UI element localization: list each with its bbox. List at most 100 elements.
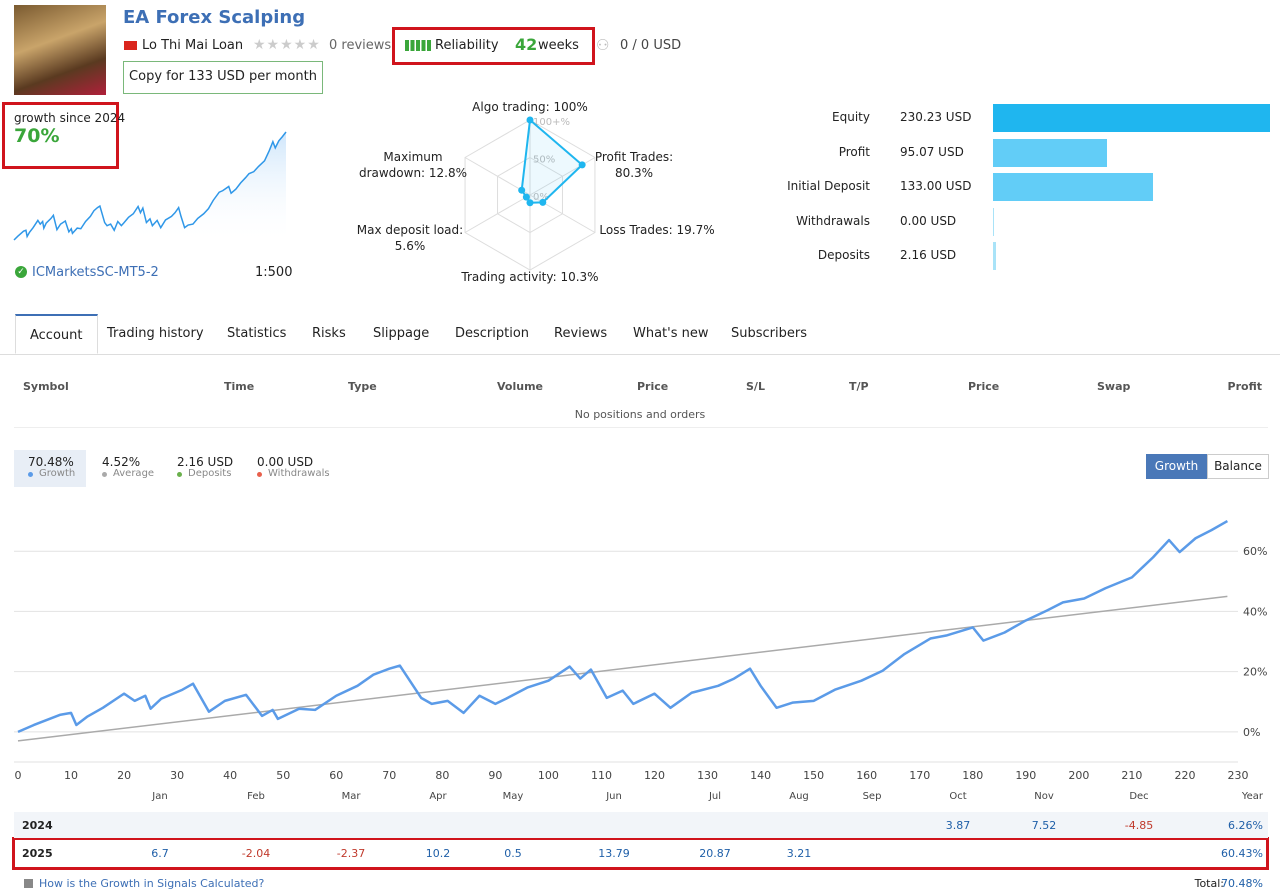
column-header: Price xyxy=(968,380,1000,393)
bar-value: 0.00 USD xyxy=(900,213,957,228)
tab[interactable]: Slippage xyxy=(373,326,430,341)
bar-value: 95.07 USD xyxy=(900,144,964,159)
row-year: 2024 xyxy=(22,819,53,832)
broker[interactable]: ICMarketsSC-MT5-2 xyxy=(32,265,159,280)
radar-ring-label: 50% xyxy=(533,155,555,166)
x-tick-label: 30 xyxy=(170,769,184,782)
red-highlight xyxy=(2,102,119,169)
row-total: 60.43% xyxy=(1221,847,1263,860)
summary-highlight xyxy=(14,450,86,487)
x-tick-label: 100 xyxy=(538,769,559,782)
radar-point xyxy=(518,186,526,194)
month-header: Oct xyxy=(949,791,967,802)
column-header: Time xyxy=(224,380,255,393)
month-header: Nov xyxy=(1034,791,1054,802)
empty-message: No positions and orders xyxy=(574,408,706,421)
x-tick-label: 230 xyxy=(1228,769,1249,782)
x-tick-label: 170 xyxy=(909,769,930,782)
radar-point xyxy=(526,116,534,124)
tab[interactable]: Trading history xyxy=(107,326,204,341)
tab[interactable]: Account xyxy=(15,314,98,354)
tab[interactable]: Reviews xyxy=(554,326,608,341)
radar-point xyxy=(578,161,586,169)
x-tick-label: 160 xyxy=(856,769,877,782)
radar-ring-label: 0% xyxy=(533,192,549,203)
leverage: 1:500 xyxy=(255,265,293,280)
tab[interactable]: Description xyxy=(455,326,530,341)
avatar xyxy=(14,5,106,95)
growth-label: growth since 2024 xyxy=(14,111,126,125)
month-value: 10.2 xyxy=(425,847,451,860)
column-header: Price xyxy=(637,380,669,393)
total-value: 70.48% xyxy=(1221,877,1263,890)
reviews[interactable]: 0 reviews xyxy=(329,38,392,53)
x-tick-label: 220 xyxy=(1174,769,1195,782)
weeks-unit: weeks xyxy=(538,38,579,53)
month-header: Sep xyxy=(862,791,882,802)
month-header: Mar xyxy=(341,791,361,802)
month-value: -4.85 xyxy=(1124,819,1154,832)
month-value: 6.7 xyxy=(151,847,169,860)
stars: ★★★★★ xyxy=(253,37,321,53)
x-tick-label: 130 xyxy=(697,769,718,782)
x-tick-label: 80 xyxy=(435,769,449,782)
radar-label: Max deposit load: 5.6% xyxy=(356,223,464,253)
tab[interactable]: Subscribers xyxy=(731,326,807,341)
summary-value: 70.48% xyxy=(28,455,74,469)
row-year: 2025 xyxy=(22,847,53,860)
balance-button[interactable]: Balance xyxy=(1207,454,1269,479)
summary-dot xyxy=(177,472,182,477)
x-tick-label: 10 xyxy=(64,769,78,782)
growth-chart: 0% 20% 40% 60% 0 10 20 30 40 50 60 70 80 90 100 110 120 1… xyxy=(14,519,1267,782)
bar-label: Initial Deposit xyxy=(787,179,870,193)
x-tick-label: 90 xyxy=(488,769,502,782)
table-line xyxy=(14,427,1268,428)
month-value: 3.87 xyxy=(945,819,971,832)
subscribers: 0 / 0 USD xyxy=(620,38,682,53)
row-bg xyxy=(14,812,1268,838)
month-header: Jul xyxy=(708,791,722,802)
x-tick-label: 180 xyxy=(962,769,983,782)
mini-chart xyxy=(13,131,287,244)
summary-value: 0.00 USD xyxy=(257,455,314,469)
mini-area xyxy=(14,132,286,244)
bar xyxy=(993,138,1108,167)
copy-button[interactable]: Copy for 133 USD per month xyxy=(129,69,317,84)
bar-value: 230.23 USD xyxy=(900,110,972,124)
help-link[interactable]: How is the Growth in Signals Calculated? xyxy=(39,877,265,890)
growth-button[interactable]: Growth xyxy=(1146,454,1207,479)
subscribers-icon: ⚇ xyxy=(596,36,610,54)
reliability-label: Reliability xyxy=(435,38,499,53)
author[interactable]: Lo Thi Mai Loan xyxy=(142,38,244,53)
x-tick-label: 40 xyxy=(223,769,237,782)
radar-point xyxy=(539,198,547,206)
month-value: 20.87 xyxy=(699,847,731,860)
x-tick-label: 120 xyxy=(644,769,665,782)
summary-dot xyxy=(257,472,262,477)
month-value: 3.21 xyxy=(786,847,812,860)
x-tick-label: 190 xyxy=(1015,769,1036,782)
tab[interactable]: Risks xyxy=(312,326,346,341)
bar xyxy=(993,207,994,236)
weeks: 42 xyxy=(515,35,538,54)
radar-point xyxy=(526,199,534,207)
x-tick-label: 60 xyxy=(329,769,343,782)
column-header: S/L xyxy=(746,380,765,393)
x-tick-label: 50 xyxy=(276,769,290,782)
summary-value: 2.16 USD xyxy=(177,455,234,469)
x-tick-label: 150 xyxy=(803,769,824,782)
radar-label: Algo trading: 100% xyxy=(472,100,588,114)
x-tick-label: 20 xyxy=(117,769,131,782)
tab[interactable]: What's new xyxy=(633,326,709,341)
radar-point xyxy=(522,193,530,201)
growth-line xyxy=(17,519,1229,734)
copy-button-frame[interactable] xyxy=(123,61,323,94)
bar-label: Withdrawals xyxy=(796,213,870,228)
y-tick-label: 40% xyxy=(1243,605,1267,618)
title[interactable]: EA Forex Scalping xyxy=(123,7,306,28)
column-header: T/P xyxy=(849,380,869,393)
tab[interactable]: Statistics xyxy=(227,326,287,341)
y-tick-label: 0% xyxy=(1243,726,1260,739)
x-tick-label: 110 xyxy=(591,769,612,782)
